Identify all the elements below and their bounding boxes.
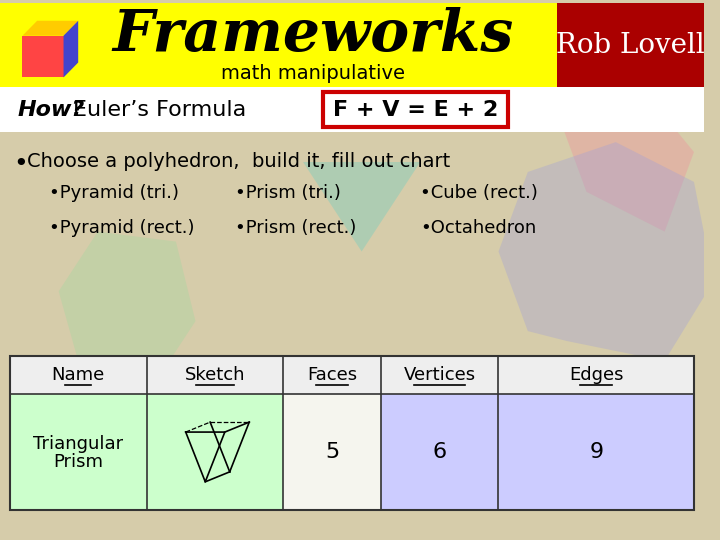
- Bar: [557, 3, 703, 87]
- Text: •Prism (tri.): •Prism (tri.): [235, 184, 341, 202]
- Text: •Cube (rect.): •Cube (rect.): [420, 184, 538, 202]
- Text: •Prism (rect.): •Prism (rect.): [235, 219, 356, 237]
- Bar: [10, 356, 694, 510]
- Text: Euler’s Formula: Euler’s Formula: [73, 100, 246, 120]
- Bar: [10, 356, 694, 394]
- Polygon shape: [22, 21, 78, 36]
- Text: math manipulative: math manipulative: [221, 64, 405, 83]
- Text: •Pyramid (tri.): •Pyramid (tri.): [49, 184, 179, 202]
- Text: Frameworks: Frameworks: [112, 8, 513, 64]
- Text: Prism: Prism: [53, 453, 103, 471]
- Polygon shape: [63, 21, 78, 77]
- Text: 5: 5: [325, 442, 339, 462]
- Polygon shape: [498, 142, 714, 361]
- Text: Rob Lovell: Rob Lovell: [556, 32, 705, 59]
- Bar: [0, 3, 703, 87]
- Text: Edges: Edges: [569, 366, 624, 384]
- Text: How?: How?: [17, 100, 85, 120]
- Text: •: •: [14, 152, 28, 176]
- Bar: [498, 394, 694, 510]
- Bar: [22, 36, 63, 77]
- Text: •Octahedron: •Octahedron: [420, 219, 536, 237]
- Text: •Pyramid (rect.): •Pyramid (rect.): [49, 219, 194, 237]
- Text: 6: 6: [433, 442, 447, 462]
- Text: F + V = E + 2: F + V = E + 2: [333, 100, 498, 120]
- Text: Vertices: Vertices: [404, 366, 476, 384]
- Polygon shape: [58, 232, 196, 381]
- Bar: [10, 394, 147, 510]
- Text: Faces: Faces: [307, 366, 357, 384]
- Bar: [10, 356, 694, 510]
- Text: Sketch: Sketch: [185, 366, 246, 384]
- Polygon shape: [303, 162, 420, 252]
- Bar: [284, 394, 381, 510]
- Polygon shape: [557, 92, 694, 232]
- Text: Name: Name: [52, 366, 105, 384]
- Text: 9: 9: [589, 442, 603, 462]
- Bar: [147, 394, 284, 510]
- Bar: [0, 87, 703, 132]
- Text: Triangular: Triangular: [33, 435, 123, 453]
- FancyBboxPatch shape: [323, 92, 508, 127]
- Bar: [381, 394, 498, 510]
- Text: Choose a polyhedron,  build it, fill out chart: Choose a polyhedron, build it, fill out …: [27, 152, 451, 171]
